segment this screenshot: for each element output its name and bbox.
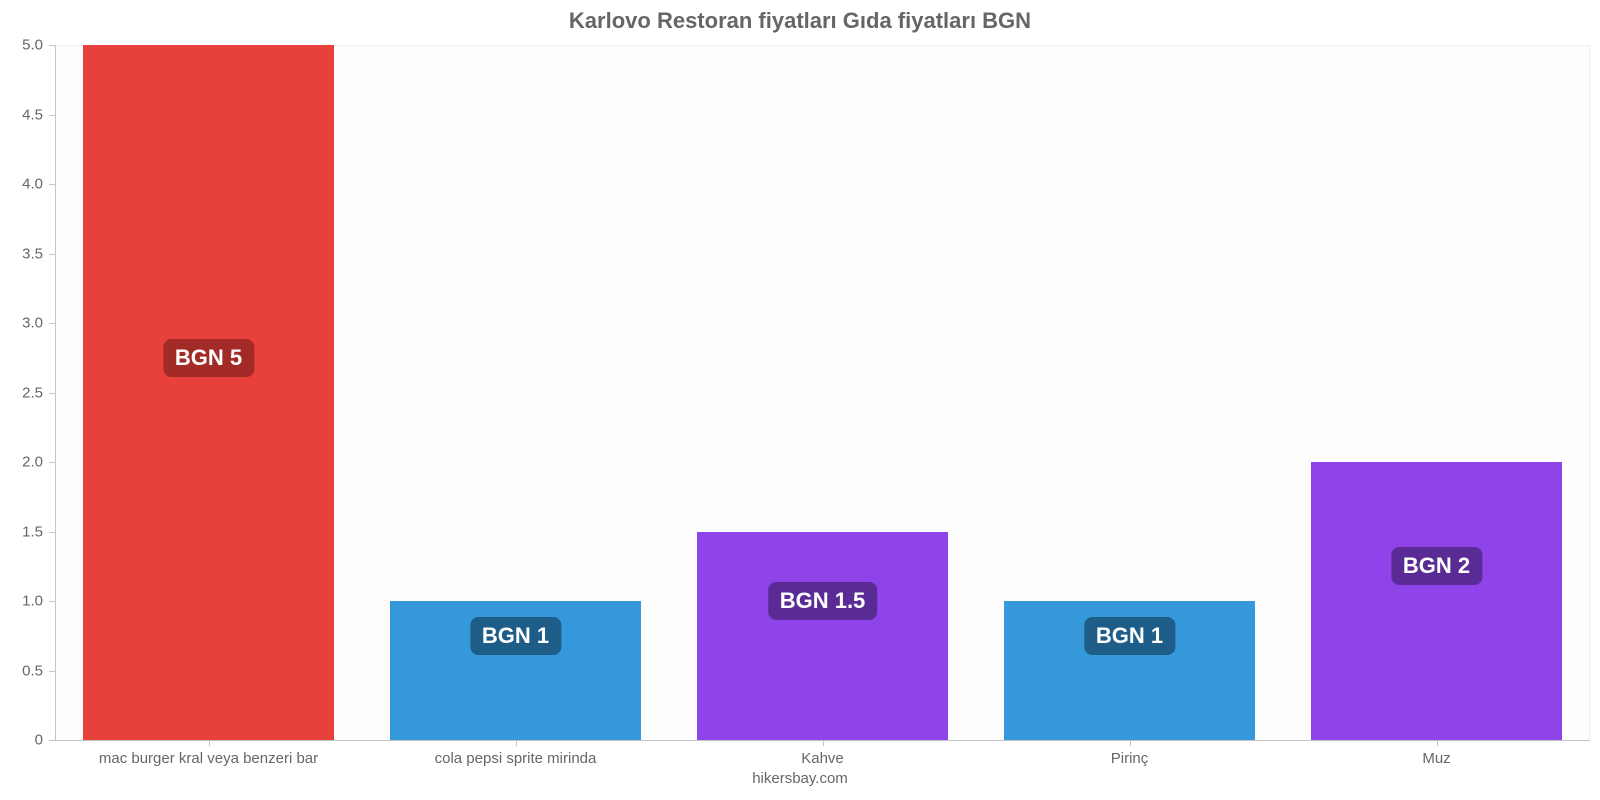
y-tick-label: 4.0 bbox=[0, 176, 43, 193]
y-tick-label: 0.5 bbox=[0, 662, 43, 679]
x-tick-label: Kahve bbox=[801, 750, 844, 767]
bar bbox=[1311, 462, 1563, 740]
bar bbox=[697, 532, 949, 741]
y-tick-mark bbox=[49, 115, 55, 116]
y-tick-label: 1.0 bbox=[0, 593, 43, 610]
y-tick-mark bbox=[49, 740, 55, 741]
x-tick-label: Muz bbox=[1422, 750, 1450, 767]
y-tick-mark bbox=[49, 532, 55, 533]
x-tick-mark bbox=[209, 740, 210, 746]
value-badge: BGN 2 bbox=[1391, 547, 1482, 585]
y-tick-label: 3.0 bbox=[0, 315, 43, 332]
y-tick-label: 0 bbox=[0, 732, 43, 749]
y-tick-mark bbox=[49, 393, 55, 394]
y-tick-label: 4.5 bbox=[0, 106, 43, 123]
y-tick-mark bbox=[49, 323, 55, 324]
plot-area bbox=[55, 45, 1590, 740]
y-tick-label: 2.0 bbox=[0, 454, 43, 471]
value-badge: BGN 1 bbox=[1084, 617, 1175, 655]
value-badge: BGN 5 bbox=[163, 339, 254, 377]
x-tick-label: cola pepsi sprite mirinda bbox=[435, 750, 597, 767]
x-tick-mark bbox=[1437, 740, 1438, 746]
x-tick-mark bbox=[823, 740, 824, 746]
y-tick-mark bbox=[49, 601, 55, 602]
y-tick-label: 1.5 bbox=[0, 523, 43, 540]
x-tick-label: Pirinç bbox=[1111, 750, 1149, 767]
bar bbox=[83, 45, 335, 740]
y-tick-label: 2.5 bbox=[0, 384, 43, 401]
y-tick-mark bbox=[49, 45, 55, 46]
y-tick-mark bbox=[49, 254, 55, 255]
chart-title: Karlovo Restoran fiyatları Gıda fiyatlar… bbox=[0, 8, 1600, 34]
x-tick-mark bbox=[1130, 740, 1131, 746]
x-tick-mark bbox=[516, 740, 517, 746]
y-tick-mark bbox=[49, 671, 55, 672]
price-bar-chart: Karlovo Restoran fiyatları Gıda fiyatlar… bbox=[0, 0, 1600, 800]
chart-caption: hikersbay.com bbox=[0, 770, 1600, 787]
y-tick-label: 3.5 bbox=[0, 245, 43, 262]
y-axis-line bbox=[55, 45, 56, 740]
y-tick-mark bbox=[49, 184, 55, 185]
value-badge: BGN 1 bbox=[470, 617, 561, 655]
y-tick-label: 5.0 bbox=[0, 37, 43, 54]
value-badge: BGN 1.5 bbox=[768, 582, 878, 620]
x-tick-label: mac burger kral veya benzeri bar bbox=[99, 750, 318, 767]
y-tick-mark bbox=[49, 462, 55, 463]
